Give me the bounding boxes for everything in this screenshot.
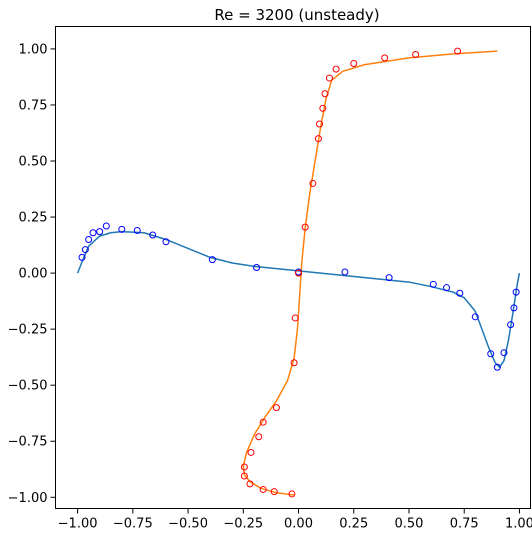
x-tick-label: −0.50: [168, 517, 208, 532]
data-point: [118, 225, 126, 233]
data-point: [240, 472, 248, 480]
plot-area: [55, 26, 531, 509]
data-point: [454, 47, 462, 55]
data-point: [471, 313, 479, 321]
data-point: [429, 280, 437, 288]
data-point: [321, 90, 329, 98]
data-point: [240, 463, 248, 471]
data-point: [291, 314, 299, 322]
data-point: [259, 418, 267, 426]
data-point: [309, 179, 317, 187]
x-tick-label: 0.25: [339, 517, 368, 532]
series-layer: [76, 47, 521, 498]
data-point: [246, 480, 254, 488]
data-point: [443, 284, 451, 292]
data-point: [332, 65, 340, 73]
data-point: [81, 246, 89, 254]
data-point: [288, 490, 296, 498]
data-point: [385, 274, 393, 282]
data-point: [456, 289, 464, 297]
data-point: [487, 350, 495, 358]
data-point: [512, 288, 520, 296]
y-tick-label: 1.00: [19, 42, 48, 57]
y-tick-label: −0.25: [8, 323, 48, 338]
data-point: [247, 448, 255, 456]
y-tick-label: 0.50: [19, 155, 48, 170]
chart-title: Re = 3200 (unsteady): [214, 6, 379, 24]
data-point: [149, 231, 157, 239]
data-point: [316, 120, 324, 128]
y-tick-label: 0.25: [19, 211, 48, 226]
data-point: [85, 235, 93, 243]
y-tick-label: −0.50: [8, 379, 48, 394]
x-tick-label: 0.75: [450, 517, 479, 532]
x-tick-label: −1.00: [58, 517, 98, 532]
data-point: [259, 485, 267, 493]
x-axis: −1.00 −0.75 −0.50 −0.25 0.00 0.25 0.50 0.75 1.00: [58, 508, 532, 532]
x-tick-label: −0.75: [113, 517, 153, 532]
data-point: [319, 104, 327, 112]
data-point: [301, 223, 309, 231]
data-point: [350, 59, 358, 67]
data-point: [493, 363, 501, 371]
data-point: [96, 228, 104, 236]
data-point: [78, 253, 86, 261]
data-point: [381, 54, 389, 62]
x-tick-label: 0.50: [395, 517, 424, 532]
data-point: [208, 256, 216, 264]
x-tick-label: 0.00: [284, 517, 313, 532]
data-point: [133, 227, 141, 235]
data-point: [510, 304, 518, 312]
y-axis: −1.00 −0.75 −0.50 −0.25 0.00 0.25 0.50 0.75 1.00: [8, 42, 56, 506]
data-point: [102, 222, 110, 230]
data-point: [325, 74, 333, 82]
x-tick-label: 1.00: [505, 517, 532, 532]
series-line-1: [242, 50, 498, 496]
data-point: [290, 359, 298, 367]
data-point: [500, 349, 508, 357]
data-point: [272, 404, 280, 412]
data-point: [295, 269, 303, 277]
y-tick-label: 0.75: [19, 98, 48, 113]
data-point: [253, 264, 261, 271]
data-point: [255, 433, 263, 441]
data-point: [162, 238, 170, 246]
data-point: [270, 488, 278, 496]
series-line-0: [76, 230, 521, 369]
x-tick-label: −0.25: [223, 517, 263, 532]
data-point: [412, 51, 420, 59]
y-tick-label: −1.00: [8, 491, 48, 506]
y-tick-label: −0.75: [8, 435, 48, 450]
data-point: [314, 135, 322, 143]
y-tick-label: 0.00: [19, 267, 48, 282]
data-point: [507, 321, 515, 329]
data-point: [89, 229, 97, 237]
data-point: [341, 268, 349, 276]
